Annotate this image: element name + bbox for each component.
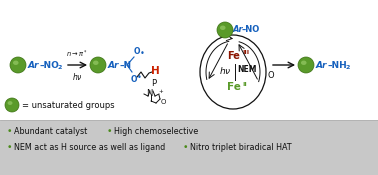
Text: O: O bbox=[161, 99, 166, 105]
Text: O: O bbox=[267, 71, 274, 79]
Text: •: • bbox=[7, 144, 12, 152]
Text: 2: 2 bbox=[57, 65, 61, 70]
Text: •: • bbox=[140, 48, 145, 58]
Text: Fe: Fe bbox=[228, 51, 240, 61]
Text: $h\nu$: $h\nu$ bbox=[219, 65, 231, 75]
Text: NEM: NEM bbox=[237, 65, 257, 75]
Text: NEM act as H source as well as ligand: NEM act as H source as well as ligand bbox=[14, 144, 165, 152]
Text: •: • bbox=[137, 72, 142, 82]
Text: N: N bbox=[146, 89, 152, 97]
Text: O: O bbox=[134, 47, 141, 56]
Circle shape bbox=[90, 57, 106, 73]
Text: Nitro triplet biradical HAT: Nitro triplet biradical HAT bbox=[190, 144, 291, 152]
Text: Abundant catalyst: Abundant catalyst bbox=[14, 127, 87, 135]
Circle shape bbox=[217, 22, 233, 38]
Text: –N: –N bbox=[119, 61, 131, 69]
Text: •: • bbox=[107, 127, 113, 135]
Text: Fe: Fe bbox=[227, 82, 241, 92]
Text: Ar: Ar bbox=[233, 26, 244, 34]
Text: High chemoselective: High chemoselective bbox=[114, 127, 198, 135]
Ellipse shape bbox=[13, 61, 19, 65]
Circle shape bbox=[298, 57, 314, 73]
Text: +: + bbox=[158, 89, 163, 94]
Circle shape bbox=[5, 98, 19, 112]
Text: H: H bbox=[150, 66, 160, 76]
Text: $h\nu$: $h\nu$ bbox=[71, 71, 82, 82]
Ellipse shape bbox=[8, 101, 12, 105]
Text: •: • bbox=[7, 127, 12, 135]
Text: P: P bbox=[152, 79, 156, 89]
Text: Ar: Ar bbox=[316, 61, 327, 69]
Text: III: III bbox=[242, 51, 249, 55]
Text: II: II bbox=[242, 82, 247, 86]
Text: 2: 2 bbox=[345, 65, 349, 70]
Ellipse shape bbox=[301, 61, 307, 65]
Text: •: • bbox=[183, 144, 189, 152]
Circle shape bbox=[10, 57, 26, 73]
Text: $n \rightarrow \pi^*$: $n \rightarrow \pi^*$ bbox=[66, 48, 88, 60]
Ellipse shape bbox=[220, 26, 226, 30]
Text: Ar: Ar bbox=[108, 61, 119, 69]
Text: Ar: Ar bbox=[28, 61, 39, 69]
Text: O: O bbox=[131, 75, 138, 84]
Ellipse shape bbox=[93, 61, 99, 65]
Text: = unsaturated groups: = unsaturated groups bbox=[22, 100, 115, 110]
Text: –NO: –NO bbox=[39, 61, 59, 69]
Text: –NH: –NH bbox=[327, 61, 347, 69]
FancyBboxPatch shape bbox=[0, 120, 378, 175]
Text: –NO: –NO bbox=[242, 26, 260, 34]
